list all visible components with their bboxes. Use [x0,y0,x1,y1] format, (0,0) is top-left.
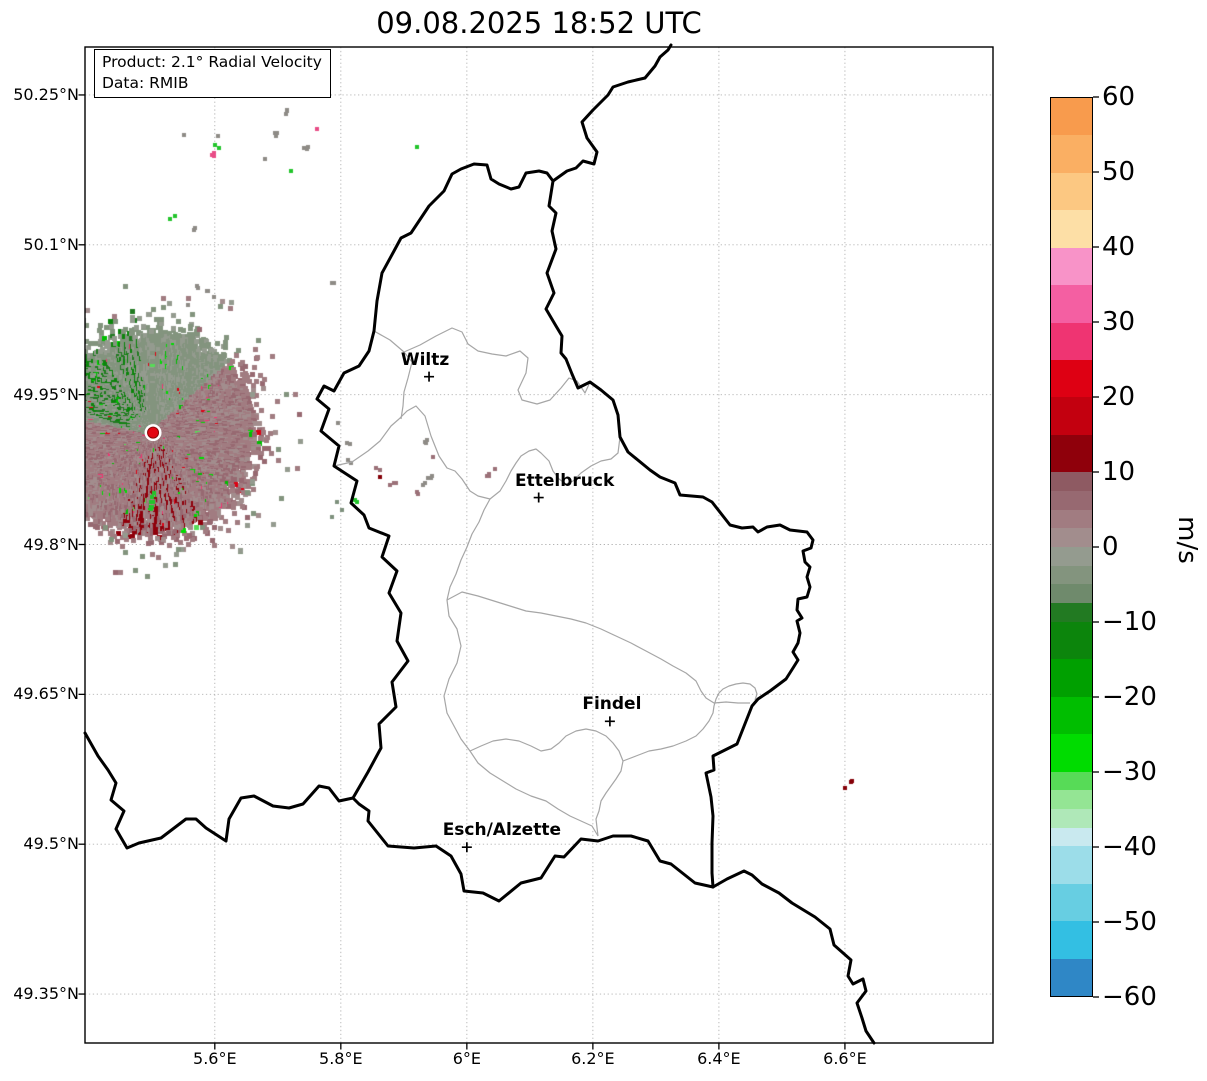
colorbar-band [1051,472,1092,492]
colorbar-band [1051,584,1092,604]
colorbar-band [1051,958,1092,997]
radar-echo-layer [85,47,993,1043]
colorbar-band [1051,210,1092,249]
x-tick-label: 5.8°E [319,1049,363,1068]
colorbar-band [1051,490,1092,511]
colorbar-band [1051,771,1092,791]
product-info-box: Product: 2.1° Radial Velocity Data: RMIB [94,49,331,98]
colorbar-unit-label: m/s [1172,516,1202,564]
colorbar [1050,97,1093,997]
colorbar-band [1051,247,1092,286]
y-tick-label: 49.8°N [23,534,79,554]
colorbar-band [1051,603,1092,623]
product-line: Product: 2.1° Radial Velocity [102,53,322,71]
colorbar-band [1051,808,1092,829]
figure-title: 09.08.2025 18:52 UTC [376,6,702,40]
city-label: Ettelbruck [515,470,615,491]
colorbar-band [1051,397,1092,436]
y-tick-label: 49.5°N [23,834,79,854]
y-tick-label: 49.35°N [13,984,79,1004]
y-tick-label: 50.1°N [23,234,79,254]
colorbar-band [1051,172,1092,211]
colorbar-tick-label: 20 [1102,382,1136,412]
x-tick-label: 6.6°E [823,1049,867,1068]
colorbar-tick-label: −40 [1102,832,1157,862]
colorbar-band [1051,621,1092,660]
colorbar-tick-label: −60 [1102,982,1157,1012]
colorbar-band [1051,359,1092,398]
colorbar-tick-label: −10 [1102,607,1157,637]
x-tick-label: 6°E [452,1049,481,1068]
city-label: Wiltz [400,349,450,370]
city-label: Esch/Alzette [442,820,561,841]
colorbar-band [1051,528,1092,548]
colorbar-band [1051,285,1092,323]
colorbar-band [1051,827,1092,847]
x-tick-label: 6.2°E [571,1049,615,1068]
colorbar-band [1051,509,1092,529]
colorbar-band [1051,322,1092,361]
colorbar-band [1051,790,1092,810]
colorbar-band [1051,565,1092,585]
y-tick-label: 50.25°N [13,84,79,104]
colorbar-band [1051,921,1092,960]
x-tick-label: 5.6°E [193,1049,237,1068]
colorbar-band [1051,659,1092,698]
colorbar-band [1051,98,1092,136]
colorbar-tick-label: −30 [1102,757,1157,787]
colorbar-band [1051,846,1092,885]
colorbar-tick-label: 0 [1102,532,1119,562]
colorbar-tick-label: 50 [1102,157,1136,187]
colorbar-tick-label: 10 [1102,457,1136,487]
colorbar-band [1051,547,1092,567]
colorbar-tick-label: 30 [1102,307,1136,337]
colorbar-band [1051,883,1092,922]
colorbar-tick-label: 60 [1102,82,1136,112]
colorbar-band [1051,434,1092,473]
colorbar-tick-label: 40 [1102,232,1136,262]
colorbar-band [1051,135,1092,174]
y-tick-label: 49.65°N [13,684,79,704]
y-tick-label: 49.95°N [13,384,79,404]
data-source-line: Data: RMIB [102,74,189,92]
colorbar-band [1051,696,1092,735]
colorbar-tick-label: −20 [1102,682,1157,712]
x-tick-label: 6.4°E [697,1049,741,1068]
colorbar-tick-label: −50 [1102,907,1157,937]
city-label: Findel [582,694,642,715]
colorbar-band [1051,734,1092,772]
